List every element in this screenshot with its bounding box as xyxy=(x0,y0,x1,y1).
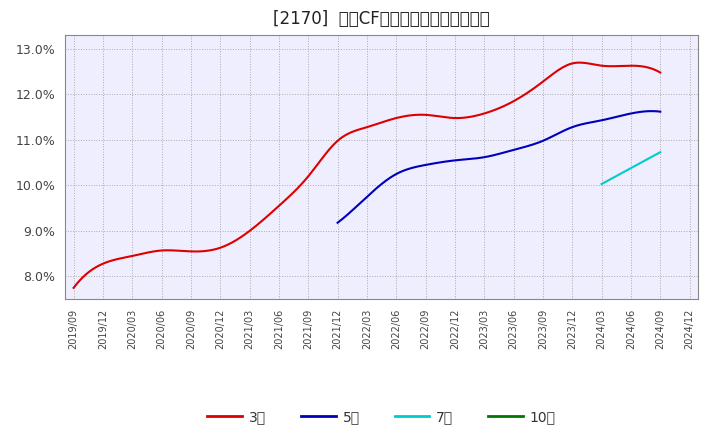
Legend: 3年, 5年, 7年, 10年: 3年, 5年, 7年, 10年 xyxy=(202,404,562,429)
Title: [2170]  営業CFマージンの平均値の推移: [2170] 営業CFマージンの平均値の推移 xyxy=(273,10,490,28)
